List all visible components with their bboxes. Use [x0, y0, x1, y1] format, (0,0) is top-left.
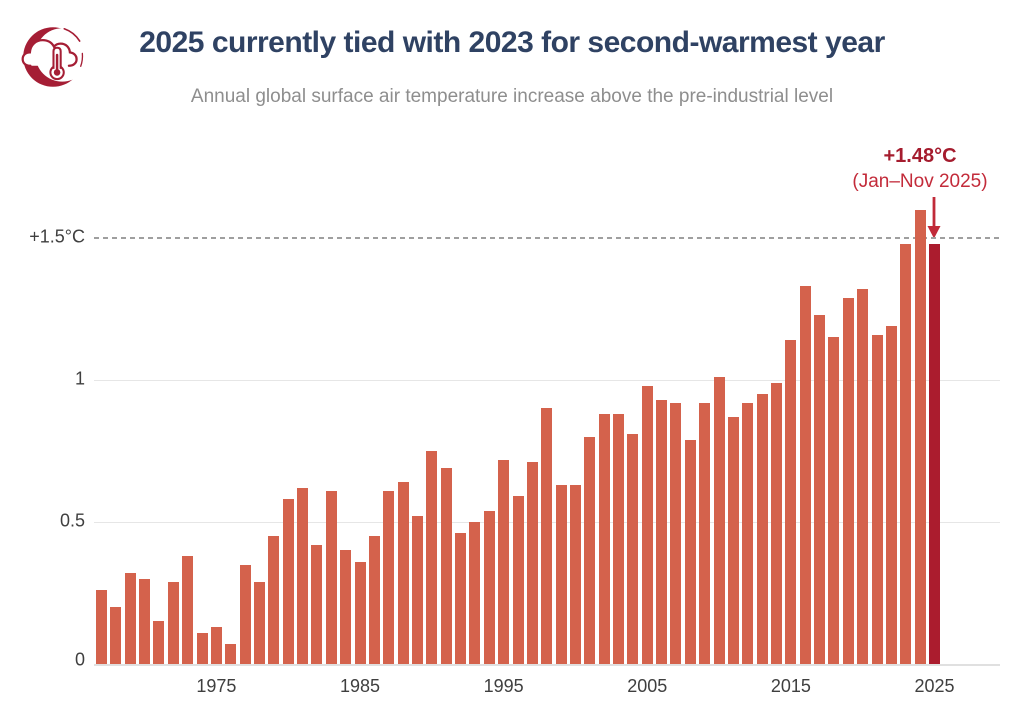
bar-2022: [885, 326, 897, 664]
threshold-dashed-line: [94, 237, 1000, 239]
x-axis-label: 2025: [914, 676, 955, 696]
bar-1969: [124, 573, 136, 664]
bar-1970: [139, 579, 151, 664]
bar-1972: [167, 582, 179, 664]
bar-2001: [584, 437, 596, 664]
bar-1974: [196, 633, 208, 664]
y-axis-label: 0.5: [59, 510, 85, 531]
annotation-period: (Jan–Nov 2025): [852, 170, 988, 192]
x-axis-label: 1995: [483, 676, 524, 696]
bar-2013: [756, 394, 768, 664]
gridline: [94, 380, 1000, 381]
bar-1998: [541, 408, 553, 664]
bar-1979: [268, 536, 280, 664]
y-axis-label: 0: [74, 649, 85, 670]
bar-1988: [397, 482, 409, 664]
x-axis-label: 1985: [339, 676, 381, 696]
cloud-icon: [21, 38, 78, 67]
bar-1986: [368, 536, 380, 664]
thin-arc: [63, 27, 81, 42]
annotation-value: +1.48°C: [883, 145, 957, 167]
bar-1987: [383, 491, 395, 664]
bar-2015: [785, 340, 797, 664]
bar-1985: [354, 562, 366, 664]
bar-2017: [814, 315, 826, 664]
bar-1991: [440, 468, 452, 664]
down-arrow-icon: [927, 197, 941, 239]
bar-2021: [871, 335, 883, 664]
bar-1989: [411, 516, 423, 664]
y-axis-label: 1: [74, 368, 85, 389]
thin-arc-2: [80, 52, 84, 67]
bar-2023: [900, 244, 912, 664]
bar-1995: [498, 460, 510, 664]
highlight-annotation: +1.48°C (Jan–Nov 2025): [810, 144, 1024, 194]
bar-2016: [799, 286, 811, 664]
bar-1984: [340, 550, 352, 664]
bar-1978: [253, 582, 265, 664]
bar-2010: [713, 377, 725, 664]
bar-1999: [555, 485, 567, 664]
cloud-fill: [22, 40, 77, 66]
bar-2009: [699, 403, 711, 664]
bar-1993: [469, 522, 481, 664]
bar-2000: [569, 485, 581, 664]
bar-1977: [239, 565, 251, 664]
bar-2005: [641, 386, 653, 664]
chart-subtitle: Annual global surface air temperature in…: [190, 86, 834, 107]
bar-1983: [325, 491, 337, 664]
bar-1981: [297, 488, 309, 664]
bar-1968: [110, 607, 122, 664]
bar-1971: [153, 621, 165, 664]
bar-2014: [771, 383, 783, 664]
chart-title: 2025 currently tied with 2023 for second…: [139, 26, 885, 59]
bar-1975: [210, 627, 222, 664]
bar-2011: [727, 417, 739, 664]
bar-1992: [455, 533, 467, 664]
bar-1990: [426, 451, 438, 664]
bar-2018: [828, 337, 840, 664]
x-axis-baseline: [94, 664, 1000, 666]
bar-2025: [929, 244, 940, 664]
bar-2003: [613, 414, 625, 664]
x-axis-label: 2015: [770, 676, 811, 696]
climate-logo-icon: [21, 27, 84, 87]
bar-1982: [311, 545, 323, 664]
x-axis-label: 1975: [196, 676, 237, 696]
bar-2002: [598, 414, 610, 664]
bar-2020: [857, 289, 869, 664]
bar-1994: [483, 511, 495, 664]
bar-2007: [670, 403, 682, 664]
bar-1973: [182, 556, 194, 664]
bar-2012: [742, 403, 754, 664]
bar-1967: [96, 590, 107, 664]
y-axis-label: +1.5°C: [29, 226, 85, 247]
bar-2006: [656, 400, 668, 664]
bar-2024: [914, 210, 926, 664]
bar-1980: [282, 499, 294, 664]
bar-1996: [512, 496, 524, 664]
bar-2008: [684, 440, 696, 664]
bar-2019: [842, 298, 854, 664]
bar-1976: [225, 644, 237, 664]
bar-2004: [627, 434, 639, 664]
bar-1997: [526, 462, 538, 664]
thermometer-mercury-bulb: [53, 69, 61, 76]
x-axis-label: 2005: [627, 676, 668, 696]
